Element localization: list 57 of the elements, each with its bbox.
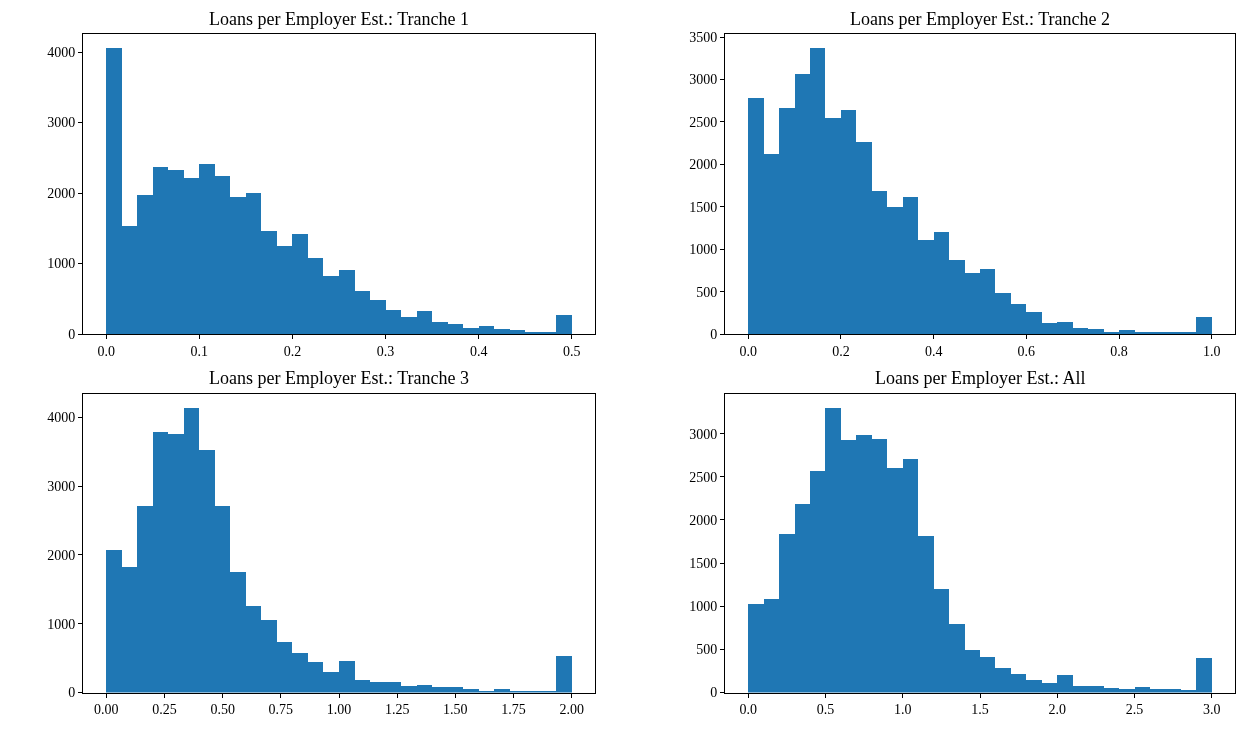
x-tick-label: 0.50 <box>210 702 235 718</box>
y-tick-label: 3000 <box>689 72 718 88</box>
x-tick-label: 1.75 <box>501 702 526 718</box>
y-tick-label: 0 <box>710 326 718 342</box>
y-tick-label: 3000 <box>47 479 76 495</box>
y-tick-label: 2000 <box>47 547 76 563</box>
x-tick-label: 0.8 <box>1110 343 1128 359</box>
chart-title: Loans per Employer Est.: Tranche 1 <box>209 9 469 29</box>
x-tick-label: 0.75 <box>268 702 294 718</box>
y-tick-label: 1500 <box>689 199 718 215</box>
chart-title: Loans per Employer Est.: All <box>875 368 1086 388</box>
y-tick-label: 1000 <box>689 242 718 258</box>
y-tick-label: 500 <box>696 284 718 300</box>
y-tick-label: 3000 <box>689 426 718 442</box>
x-tick-label: 1.5 <box>971 702 989 718</box>
x-tick-label: 0.2 <box>832 343 850 359</box>
y-tick-label: 0 <box>68 685 76 701</box>
x-tick-label: 0.2 <box>283 343 302 359</box>
x-tick-label: 0.00 <box>94 702 119 718</box>
x-tick-label: 1.00 <box>326 702 352 718</box>
chart-title: Loans per Employer Est.: Tranche 3 <box>209 368 469 388</box>
y-tick-label: 4000 <box>47 44 76 60</box>
x-tick-label: 2.00 <box>559 702 584 718</box>
y-tick-label: 1000 <box>47 256 76 272</box>
x-tick-label: 0.6 <box>1017 343 1036 359</box>
x-tick-label: 0.25 <box>152 702 177 718</box>
x-tick-label: 2.5 <box>1125 702 1144 718</box>
y-tick-label: 0 <box>710 685 718 701</box>
y-tick-label: 4000 <box>47 410 76 426</box>
y-tick-label: 1000 <box>47 616 76 632</box>
y-tick-label: 500 <box>696 642 718 658</box>
y-tick-label: 1000 <box>689 599 718 615</box>
y-tick-label: 2500 <box>689 114 718 130</box>
chart-title: Loans per Employer Est.: Tranche 2 <box>850 9 1110 29</box>
x-tick-label: 0.4 <box>469 343 488 359</box>
x-tick-label: 0.0 <box>97 343 116 359</box>
x-tick-label: 0.5 <box>816 702 835 718</box>
x-tick-label: 1.0 <box>1203 343 1221 359</box>
y-tick-label: 2000 <box>47 185 76 201</box>
x-tick-label: 0.5 <box>562 343 581 359</box>
x-tick-label: 0.1 <box>190 343 209 359</box>
y-tick-label: 2000 <box>689 512 718 528</box>
y-tick-label: 3000 <box>47 115 76 131</box>
y-tick-label: 2500 <box>689 469 718 485</box>
x-tick-label: 3.0 <box>1203 702 1221 718</box>
x-tick-label: 2.0 <box>1048 702 1067 718</box>
x-tick-label: 1.50 <box>443 702 468 718</box>
y-tick-label: 1500 <box>689 555 718 571</box>
y-tick-label: 0 <box>68 326 76 342</box>
x-tick-label: 0.0 <box>739 702 757 718</box>
x-tick-label: 1.0 <box>893 702 912 718</box>
x-tick-label: 1.25 <box>384 702 410 718</box>
x-tick-label: 0.0 <box>739 343 757 359</box>
x-tick-label: 0.4 <box>924 343 943 359</box>
y-tick-label: 2000 <box>689 157 718 173</box>
x-tick-label: 0.3 <box>376 343 395 359</box>
y-tick-label: 3500 <box>689 29 718 45</box>
